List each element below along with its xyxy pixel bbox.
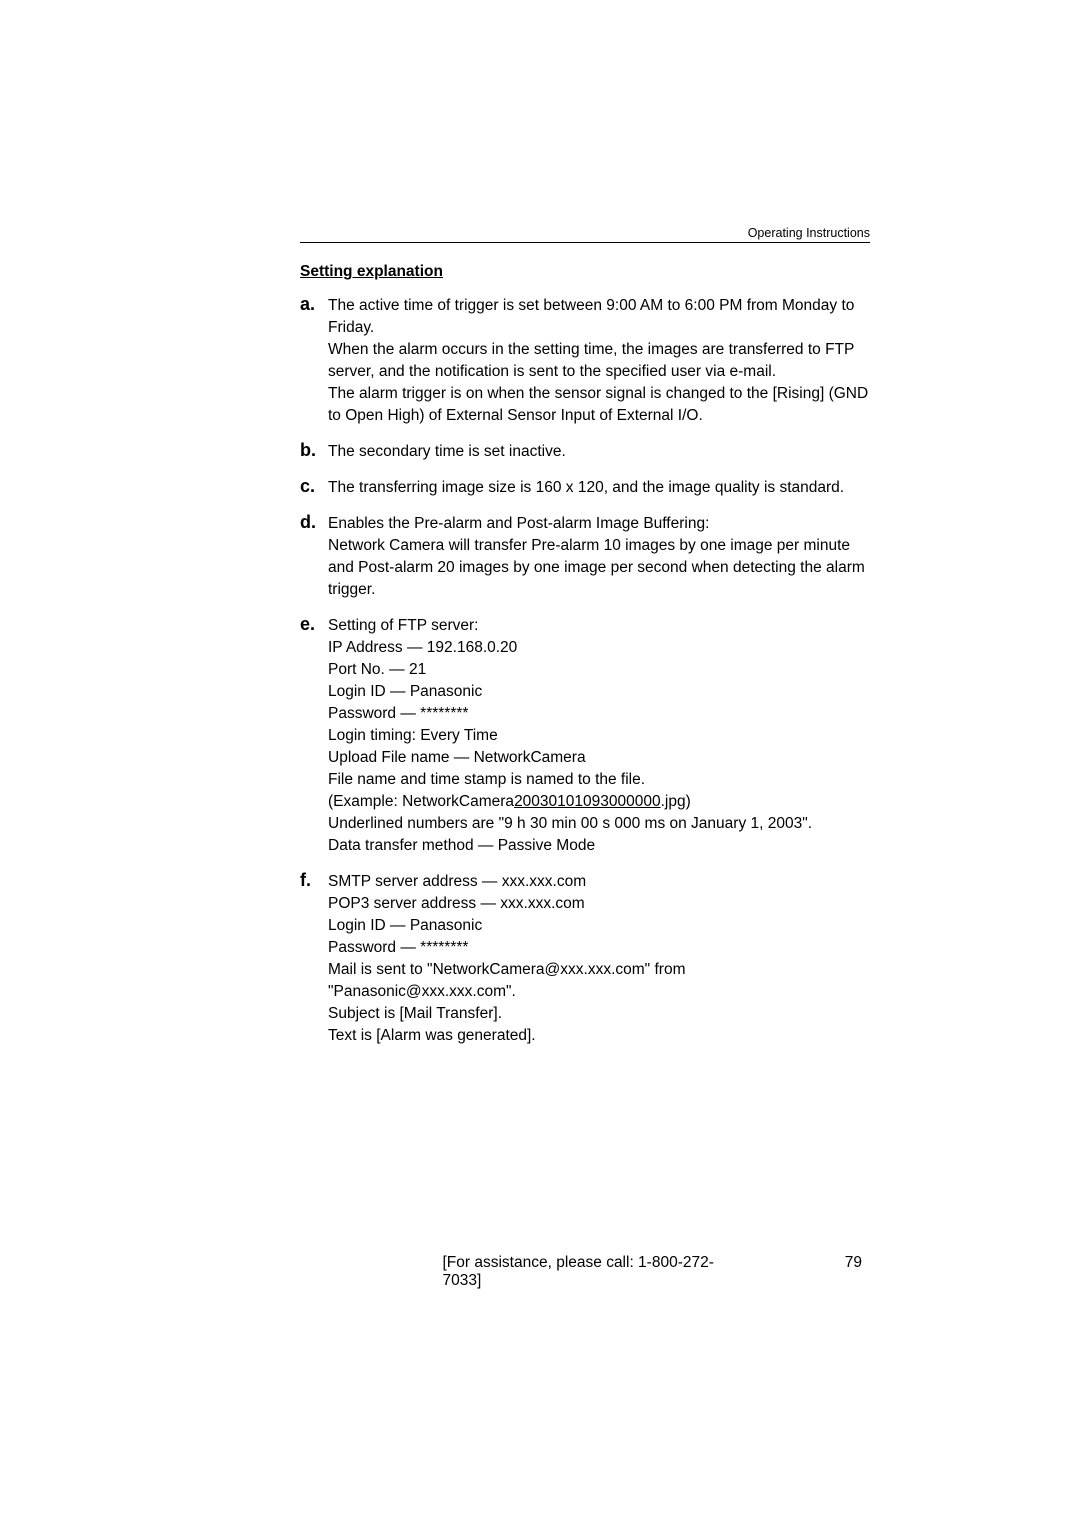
item-f: f. SMTP server address — xxx.xxx.com POP… xyxy=(300,871,870,1047)
item-para: SMTP server address — xxx.xxx.com xyxy=(328,871,870,893)
item-para: Password — ******** xyxy=(328,937,870,959)
item-body: Setting of FTP server: IP Address — 192.… xyxy=(328,615,870,857)
page-footer: [For assistance, please call: 1-800-272-… xyxy=(300,1254,870,1272)
item-body: Enables the Pre-alarm and Post-alarm Ima… xyxy=(328,513,870,601)
item-letter: b. xyxy=(300,441,328,461)
item-para: Port No. — 21 xyxy=(328,659,870,681)
item-para: Upload File name — NetworkCamera xyxy=(328,747,870,769)
item-body: The transferring image size is 160 x 120… xyxy=(328,477,870,499)
item-para: Text is [Alarm was generated]. xyxy=(328,1025,870,1047)
item-letter: e. xyxy=(300,615,328,635)
item-para: Mail is sent to "NetworkCamera@xxx.xxx.c… xyxy=(328,959,870,1003)
item-para: Login ID — Panasonic xyxy=(328,681,870,703)
item-c: c. The transferring image size is 160 x … xyxy=(300,477,870,499)
footer-assistance: [For assistance, please call: 1-800-272-… xyxy=(443,1254,728,1290)
item-para: Login ID — Panasonic xyxy=(328,915,870,937)
item-a: a. The active time of trigger is set bet… xyxy=(300,295,870,427)
item-para: The secondary time is set inactive. xyxy=(328,441,870,463)
item-body: The active time of trigger is set betwee… xyxy=(328,295,870,427)
item-example: (Example: NetworkCamera20030101093000000… xyxy=(328,791,870,813)
item-body: SMTP server address — xxx.xxx.com POP3 s… xyxy=(328,871,870,1047)
footer-page-number: 79 xyxy=(845,1254,870,1272)
item-e: e. Setting of FTP server: IP Address — 1… xyxy=(300,615,870,857)
item-para: Underlined numbers are "9 h 30 min 00 s … xyxy=(328,813,870,835)
example-prefix: (Example: NetworkCamera xyxy=(328,793,514,810)
item-letter: f. xyxy=(300,871,328,891)
item-para: File name and time stamp is named to the… xyxy=(328,769,870,791)
item-para: POP3 server address — xxx.xxx.com xyxy=(328,893,870,915)
item-para: The transferring image size is 160 x 120… xyxy=(328,477,870,499)
item-para: Enables the Pre-alarm and Post-alarm Ima… xyxy=(328,513,870,535)
item-para: Data transfer method — Passive Mode xyxy=(328,835,870,857)
item-para: Login timing: Every Time xyxy=(328,725,870,747)
item-letter: a. xyxy=(300,295,328,315)
example-suffix: .jpg) xyxy=(661,793,691,810)
section-title: Setting explanation xyxy=(300,263,870,281)
item-body: The secondary time is set inactive. xyxy=(328,441,870,463)
item-para: Password — ******** xyxy=(328,703,870,725)
document-page: Operating Instructions Setting explanati… xyxy=(300,242,870,1061)
item-para: Subject is [Mail Transfer]. xyxy=(328,1003,870,1025)
item-letter: c. xyxy=(300,477,328,497)
item-para: IP Address — 192.168.0.20 xyxy=(328,637,870,659)
item-para: Network Camera will transfer Pre-alarm 1… xyxy=(328,535,870,601)
item-letter: d. xyxy=(300,513,328,533)
example-underlined: 20030101093000000 xyxy=(514,793,661,810)
item-para: The alarm trigger is on when the sensor … xyxy=(328,383,870,427)
item-d: d. Enables the Pre-alarm and Post-alarm … xyxy=(300,513,870,601)
item-para: The active time of trigger is set betwee… xyxy=(328,295,870,339)
item-b: b. The secondary time is set inactive. xyxy=(300,441,870,463)
item-para: Setting of FTP server: xyxy=(328,615,870,637)
header-label: Operating Instructions xyxy=(748,226,870,240)
item-para: When the alarm occurs in the setting tim… xyxy=(328,339,870,383)
header-rule xyxy=(300,242,870,243)
